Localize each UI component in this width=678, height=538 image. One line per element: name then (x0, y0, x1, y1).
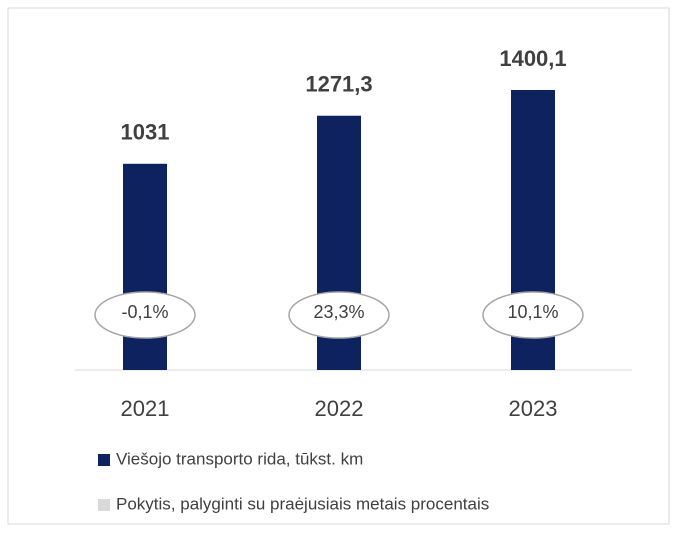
bar (123, 163, 167, 370)
x-tick-label: 2022 (315, 396, 364, 421)
change-label: -0,1% (121, 302, 168, 322)
change-badge (482, 291, 584, 339)
x-tick-label: 2021 (121, 396, 170, 421)
legend-swatch (98, 499, 110, 511)
change-badge (94, 291, 196, 339)
legend-label: Viešojo transporto rida, tūkst. km (116, 449, 363, 468)
bar-value-label: 1271,3 (305, 72, 372, 97)
bar-value-label: 1400,1 (499, 46, 566, 71)
change-badge (288, 291, 390, 339)
legend-swatch (98, 454, 110, 466)
legend-label: Pokytis, palyginti su praėjusiais metais… (116, 494, 489, 513)
change-label: 23,3% (313, 302, 364, 322)
bar-value-label: 1031 (121, 120, 170, 145)
change-label: 10,1% (507, 302, 558, 322)
x-tick-label: 2023 (509, 396, 558, 421)
